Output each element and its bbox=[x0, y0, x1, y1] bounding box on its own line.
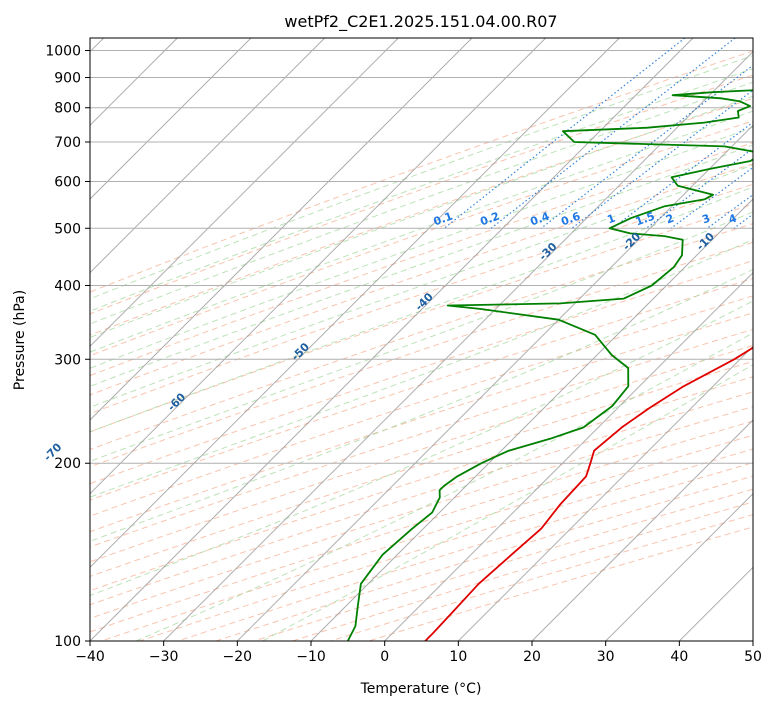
isotherm-line bbox=[90, 38, 252, 200]
isotherm-line bbox=[90, 38, 399, 348]
mixing-ratio-line bbox=[540, 64, 753, 229]
y-tick-label: 300 bbox=[54, 352, 81, 368]
y-tick-label: 900 bbox=[54, 71, 81, 87]
isotherm-line bbox=[605, 492, 753, 641]
dry-adiabat-line bbox=[90, 295, 753, 517]
moist-adiabat-line bbox=[90, 300, 753, 597]
dry-adiabat-line bbox=[90, 183, 753, 415]
mixing-ratio-label: 2 bbox=[664, 212, 676, 227]
isotherm-line bbox=[90, 38, 694, 641]
isotherm-line bbox=[384, 271, 753, 641]
isotherm-line bbox=[90, 38, 547, 495]
sounding-series bbox=[346, 89, 753, 641]
y-tick-label: 800 bbox=[54, 101, 81, 117]
y-tick-label: 700 bbox=[54, 135, 81, 151]
isotherms bbox=[90, 38, 753, 641]
x-tick-label: 0 bbox=[380, 649, 389, 665]
chart-title: wetPf2_C2E1.2025.151.04.00.R07 bbox=[284, 12, 557, 32]
moist-adiabat-line bbox=[90, 144, 753, 387]
mixing-ratio-line bbox=[443, 38, 686, 229]
mixing-ratio-label: 1.5 bbox=[634, 210, 657, 229]
isotherm-line bbox=[236, 124, 753, 641]
x-tick-label: 20 bbox=[523, 649, 541, 665]
x-tick-label: −10 bbox=[296, 649, 326, 665]
plot-frame bbox=[89, 37, 754, 642]
mixing-ratio-label: 0.6 bbox=[559, 209, 582, 228]
y-tick-label: 200 bbox=[54, 456, 81, 472]
y-tick-label: 1000 bbox=[45, 44, 81, 60]
mixing-ratio-lines bbox=[443, 38, 753, 229]
mixing-ratio-label: 0.1 bbox=[432, 210, 455, 229]
moist-adiabat-line bbox=[90, 95, 753, 338]
dewpoint-line bbox=[346, 89, 753, 641]
isotherm-line bbox=[531, 419, 753, 641]
dry-adiabat-line bbox=[90, 74, 753, 315]
dry-adiabat-line bbox=[90, 241, 753, 468]
x-tick-label: 50 bbox=[744, 649, 762, 665]
mixing-ratio-label: 0.4 bbox=[529, 209, 552, 228]
isotherm-line bbox=[90, 38, 326, 274]
isotherm-line bbox=[457, 345, 753, 641]
mixing-ratio-line bbox=[571, 89, 753, 229]
x-tick-label: −30 bbox=[149, 649, 179, 665]
moist-adiabat-line bbox=[90, 164, 753, 408]
dry-adiabat-line bbox=[90, 163, 753, 396]
temperature-line bbox=[424, 346, 753, 641]
mixing-ratio-label: 4 bbox=[727, 211, 739, 226]
moist-adiabat-line bbox=[135, 332, 753, 641]
y-tick-label: 100 bbox=[54, 634, 81, 650]
dry-adiabat-line bbox=[90, 223, 753, 451]
x-tick-label: −40 bbox=[75, 649, 105, 665]
isotherm-line bbox=[90, 38, 620, 569]
isotherm-line bbox=[310, 198, 753, 641]
mixing-ratio-line bbox=[670, 166, 753, 229]
dry-adiabat-line bbox=[90, 328, 753, 548]
x-tick-label: 30 bbox=[597, 649, 615, 665]
mixing-ratio-label: 1 bbox=[605, 212, 617, 227]
moist-adiabat-line bbox=[90, 55, 753, 300]
moist-adiabats bbox=[90, 55, 753, 641]
mixing-ratio-label: 0.2 bbox=[479, 210, 502, 229]
dry-adiabat-line bbox=[90, 142, 753, 377]
x-axis-label: Temperature (°C) bbox=[360, 681, 482, 697]
dry-adiabat-line bbox=[90, 97, 753, 336]
y-tick-label: 600 bbox=[54, 175, 81, 191]
y-tick-label: 500 bbox=[54, 221, 81, 237]
pressure-gridlines bbox=[90, 50, 753, 641]
isotherm-line bbox=[90, 38, 473, 421]
moist-adiabat-line bbox=[90, 186, 753, 433]
isotherm-line bbox=[163, 50, 753, 641]
mixing-ratio-label: 3 bbox=[700, 212, 712, 227]
moist-adiabat-line bbox=[90, 110, 753, 353]
moist-adiabat-line bbox=[90, 81, 753, 325]
dry-adiabat-line bbox=[90, 277, 753, 501]
moist-adiabat-line bbox=[90, 126, 753, 369]
x-tick-label: 40 bbox=[670, 649, 688, 665]
y-tick-label: 400 bbox=[54, 278, 81, 294]
y-axis-ticks: 100 200 300 400 500 600 700 800 900 1000 bbox=[45, 44, 90, 650]
dry-adiabat-line bbox=[90, 376, 753, 592]
mixing-ratio-labels: 0.1 0.2 0.4 0.6 1 1.5 2 3 4 bbox=[432, 209, 739, 228]
dry-adiabat-line bbox=[90, 50, 753, 293]
x-tick-label: −20 bbox=[223, 649, 253, 665]
moist-adiabat-line bbox=[90, 68, 753, 312]
x-axis-ticks: −40 −30 −20 −10 0 10 20 30 40 50 bbox=[75, 641, 762, 665]
x-tick-label: 10 bbox=[449, 649, 467, 665]
y-axis-label: Pressure (hPa) bbox=[12, 290, 28, 390]
moist-adiabat-line bbox=[90, 211, 753, 462]
mixing-ratio-line bbox=[612, 121, 753, 229]
